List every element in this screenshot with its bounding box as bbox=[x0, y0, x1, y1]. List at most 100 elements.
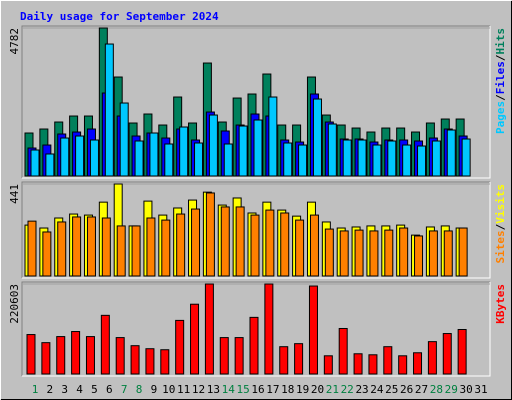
x-tick-label: 24 bbox=[370, 383, 384, 396]
bar bbox=[208, 114, 218, 177]
bar bbox=[234, 337, 244, 375]
chart-title: Daily usage for September 2024 bbox=[20, 10, 219, 23]
x-tick-label: 26 bbox=[400, 383, 413, 396]
bevel bbox=[21, 281, 490, 376]
bevel bbox=[21, 25, 490, 178]
bar bbox=[446, 129, 456, 177]
bar bbox=[431, 140, 441, 177]
legend: Sites/Visits bbox=[494, 184, 507, 264]
bar bbox=[145, 348, 155, 375]
x-tick-label: 16 bbox=[251, 383, 264, 396]
bar bbox=[235, 206, 245, 277]
bar bbox=[104, 43, 114, 177]
x-tick-label: 12 bbox=[192, 383, 205, 396]
x-tick-label: 29 bbox=[445, 383, 458, 396]
bar bbox=[223, 143, 233, 177]
x-tick-label: 8 bbox=[136, 383, 143, 396]
x-tick-label: 1 bbox=[32, 383, 39, 396]
bar bbox=[279, 346, 289, 375]
bar bbox=[238, 125, 248, 177]
bar bbox=[372, 144, 382, 177]
bar bbox=[130, 345, 140, 375]
legend-separator: / bbox=[494, 94, 507, 101]
x-tick-label: 17 bbox=[266, 383, 279, 396]
bar bbox=[338, 327, 348, 375]
bar bbox=[323, 355, 333, 375]
bar bbox=[428, 230, 438, 277]
x-tick-label: 4 bbox=[76, 383, 83, 396]
y-tick-label: 220603 bbox=[8, 284, 21, 324]
legend-entry: KBytes bbox=[494, 284, 507, 324]
bar bbox=[115, 337, 125, 375]
bar bbox=[458, 227, 468, 277]
x-tick-label: 7 bbox=[121, 383, 128, 396]
x-tick-label: 19 bbox=[296, 383, 309, 396]
bar bbox=[354, 229, 364, 277]
x-tick-label: 5 bbox=[91, 383, 98, 396]
bar bbox=[86, 216, 96, 277]
legend: KBytes bbox=[494, 284, 507, 324]
x-tick-label: 27 bbox=[415, 383, 428, 396]
x-tick-label: 9 bbox=[151, 383, 158, 396]
x-tick-label: 15 bbox=[237, 383, 250, 396]
bar bbox=[175, 319, 185, 375]
bar bbox=[191, 208, 201, 277]
bar bbox=[176, 213, 186, 277]
legend-entry: Pages bbox=[494, 101, 507, 134]
bar bbox=[264, 283, 274, 375]
bar bbox=[253, 119, 263, 177]
bar bbox=[339, 230, 349, 277]
bar bbox=[280, 212, 290, 277]
bar bbox=[149, 132, 159, 177]
bar bbox=[250, 214, 260, 277]
bar bbox=[368, 354, 378, 375]
bar bbox=[85, 336, 95, 375]
bar bbox=[402, 144, 412, 177]
bar bbox=[75, 135, 85, 177]
bar bbox=[219, 337, 229, 375]
y-tick-label: 4782 bbox=[8, 28, 21, 55]
bevel bbox=[21, 181, 490, 278]
x-tick-label: 14 bbox=[222, 383, 236, 396]
bar bbox=[30, 149, 40, 177]
x-tick-label: 23 bbox=[355, 383, 368, 396]
bar bbox=[27, 220, 37, 277]
x-tick-label: 11 bbox=[177, 383, 190, 396]
bar bbox=[71, 331, 81, 375]
x-tick-label: 3 bbox=[61, 383, 68, 396]
bar bbox=[357, 139, 367, 177]
bar bbox=[100, 314, 110, 375]
x-tick-label: 30 bbox=[460, 383, 473, 396]
bar bbox=[41, 342, 51, 375]
bar bbox=[294, 343, 304, 375]
bar bbox=[387, 140, 397, 177]
bar bbox=[146, 217, 156, 277]
bar bbox=[116, 225, 126, 277]
x-tick-label: 13 bbox=[207, 383, 220, 396]
bar bbox=[101, 217, 111, 277]
bar bbox=[312, 98, 322, 177]
bar bbox=[194, 142, 204, 177]
y-tick-label: 441 bbox=[8, 184, 21, 204]
bar bbox=[383, 346, 393, 375]
x-tick-label: 21 bbox=[326, 383, 339, 396]
bar bbox=[295, 219, 305, 277]
bar bbox=[413, 352, 423, 375]
bar bbox=[179, 126, 189, 177]
bevel bbox=[22, 26, 491, 179]
bar bbox=[268, 96, 278, 177]
bar bbox=[298, 144, 308, 177]
bar bbox=[204, 283, 214, 375]
bar bbox=[220, 206, 230, 277]
bar bbox=[205, 192, 215, 277]
x-tick-label: 18 bbox=[281, 383, 294, 396]
legend-entry: Visits bbox=[494, 184, 507, 224]
bar bbox=[369, 230, 379, 277]
bar bbox=[384, 229, 394, 277]
bar bbox=[309, 214, 319, 277]
legend-entry: Sites bbox=[494, 230, 507, 263]
x-tick-label: 20 bbox=[311, 383, 324, 396]
legend-entry: Files bbox=[494, 61, 507, 94]
x-tick-label: 28 bbox=[430, 383, 443, 396]
x-tick-label: 10 bbox=[162, 383, 175, 396]
